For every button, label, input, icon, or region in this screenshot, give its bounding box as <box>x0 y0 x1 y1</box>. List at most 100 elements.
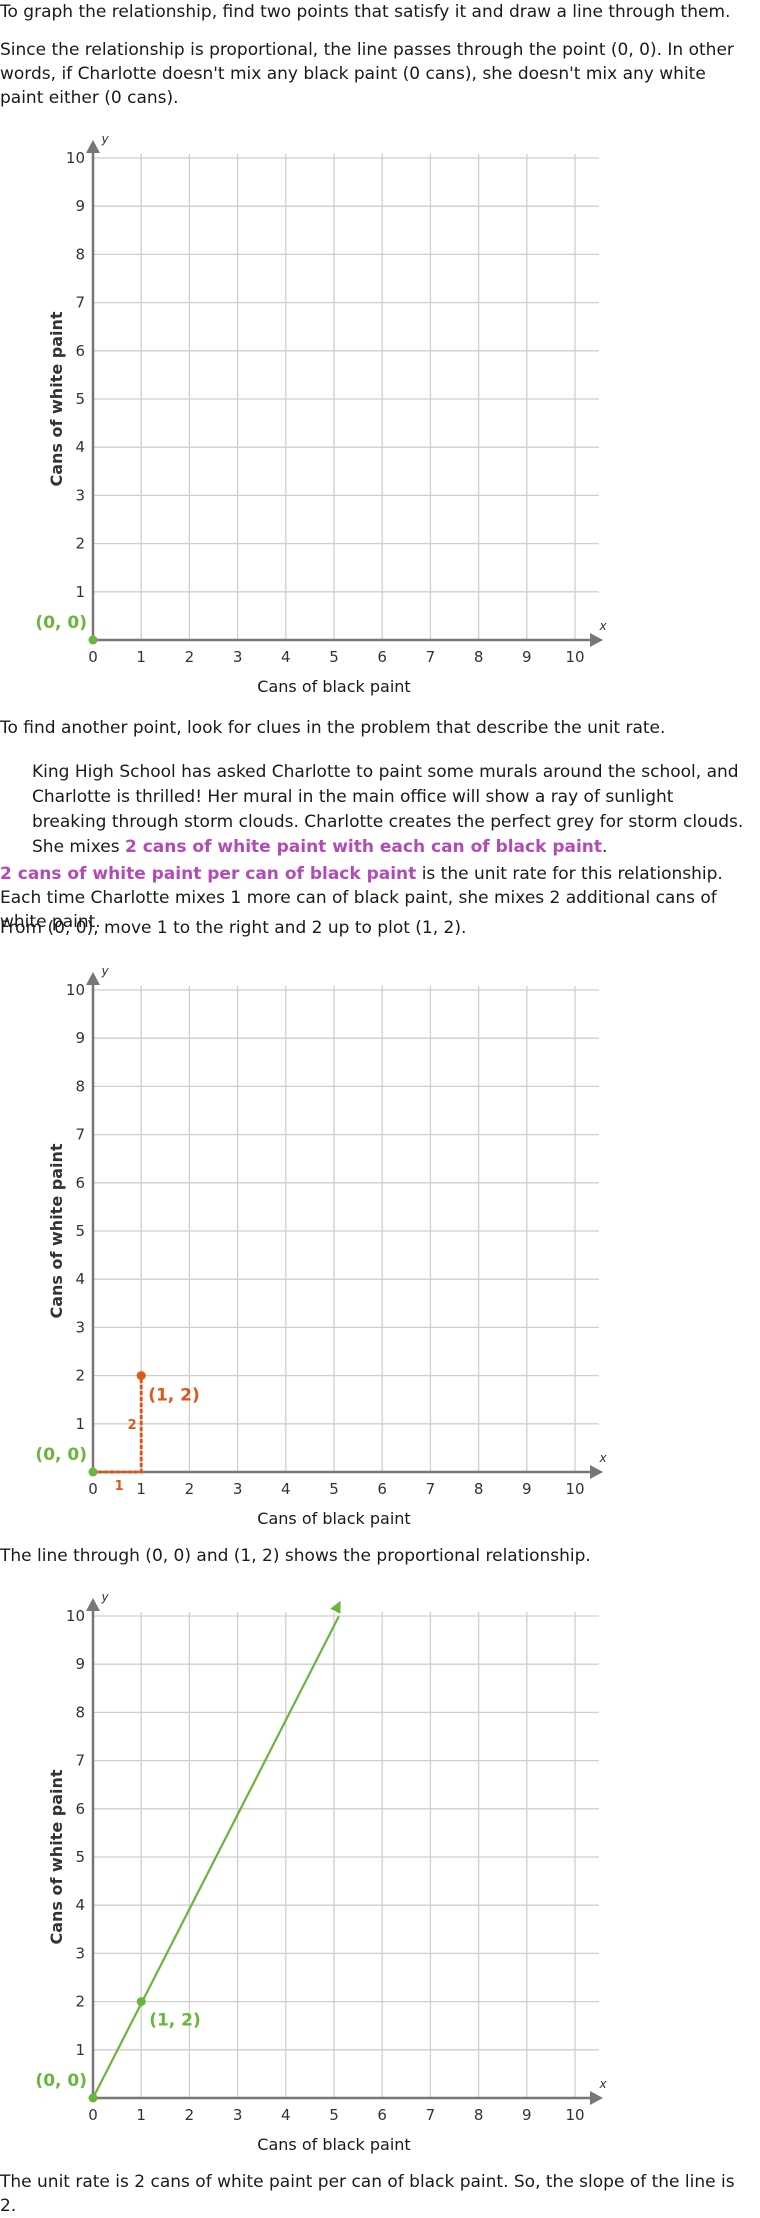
x-tick-label: 7 <box>426 648 436 666</box>
y-axis-name: y <box>100 1590 109 1604</box>
y-tick-label: 10 <box>66 149 85 167</box>
y-tick-label: 9 <box>75 1655 85 1673</box>
y-tick-label: 9 <box>75 197 85 215</box>
y-tick-label: 6 <box>75 342 85 360</box>
y-tick-label: 7 <box>75 294 85 312</box>
x-tick-label: 2 <box>185 648 195 666</box>
x-axis-arrow <box>590 633 603 647</box>
x-tick-label: 8 <box>474 2106 484 2124</box>
y-tick-label: 10 <box>66 1607 85 1625</box>
unit-rate-paragraph: 2 cans of white paint per can of black p… <box>0 862 750 934</box>
x-axis-title: Cans of black paint <box>257 1509 410 1528</box>
y-axis-title: Cans of white paint <box>47 1769 66 1944</box>
grid <box>93 986 599 1472</box>
x-axis-name: x <box>598 619 607 633</box>
quote-end: . <box>602 837 608 857</box>
y-tick-label: 6 <box>75 1174 85 1192</box>
y-tick-label: 7 <box>75 1752 85 1770</box>
y-tick-label: 10 <box>66 981 85 999</box>
x-axis-name: x <box>598 1451 607 1465</box>
x-tick-label: 9 <box>522 1480 532 1498</box>
problem-quote: King High School has asked Charlotte to … <box>32 760 747 860</box>
point-label: (0, 0) <box>35 2071 87 2091</box>
x-tick-label: 6 <box>377 1480 387 1498</box>
y-axis-arrow <box>86 972 100 985</box>
graph-origin: x y 0 1 2 3 4 5 6 7 8 9 10 1 2 3 4 5 6 7 8 9 10 Cans of black p… <box>0 126 620 726</box>
x-tick-label: 5 <box>329 648 339 666</box>
conclusion-paragraph: The unit rate is 2 cans of white paint p… <box>0 2172 735 2216</box>
axes: xy <box>86 132 607 647</box>
grid <box>93 154 599 640</box>
y-tick-label: 4 <box>75 1896 85 1914</box>
y-tick-label: 4 <box>75 438 85 456</box>
tick-labels: 0 1 2 3 4 5 6 7 8 9 10 1 2 3 4 5 6 7 8 9 10 <box>66 1607 585 2124</box>
point-label: (1, 2) <box>148 1386 200 1406</box>
x-axis-arrow <box>590 1465 603 1479</box>
y-tick-label: 1 <box>75 583 85 601</box>
y-tick-label: 7 <box>75 1126 85 1144</box>
graph-unit-rate: x y 0 1 2 3 4 5 6 7 8 9 10 1 2 3 4 5 6 7 8 9 10 Cans of black p… <box>0 958 620 1558</box>
unit-rate-highlight: 2 cans of white paint per can of black p… <box>0 864 417 884</box>
point-label: (0, 0) <box>35 613 87 633</box>
x-tick-label: 1 <box>136 2106 146 2124</box>
y-tick-label: 4 <box>75 1270 85 1288</box>
x-tick-label: 2 <box>185 1480 195 1498</box>
x-tick-label: 6 <box>377 2106 387 2124</box>
y-tick-label: 3 <box>75 1318 85 1336</box>
x-tick-label: 9 <box>522 648 532 666</box>
axes: xy <box>86 964 607 1479</box>
x-tick-label: 10 <box>565 648 584 666</box>
x-tick-label: 6 <box>377 648 387 666</box>
y-tick-label: 3 <box>75 1944 85 1962</box>
y-tick-label: 3 <box>75 486 85 504</box>
y-tick-label: 5 <box>75 1848 85 1866</box>
y-tick-label: 9 <box>75 1029 85 1047</box>
tick-labels: 0 1 2 3 4 5 6 7 8 9 10 1 2 3 4 5 6 7 8 9 10 <box>66 149 585 666</box>
y-tick-label: 1 <box>75 1415 85 1433</box>
proportional-line-group <box>93 1615 340 2098</box>
y-axis-name: y <box>100 132 109 146</box>
plot-instruction-paragraph: From (0, 0), move 1 to the right and 2 u… <box>0 918 467 938</box>
x-tick-label: 0 <box>88 648 98 666</box>
data-point <box>136 1371 146 1381</box>
y-tick-label: 1 <box>75 2041 85 2059</box>
axes: xy <box>86 1590 607 2105</box>
line-paragraph: The line through (0, 0) and (1, 2) shows… <box>0 1546 591 1566</box>
proportional-line-arrow <box>330 1600 341 1614</box>
proportional-line <box>93 1615 340 2098</box>
grid <box>93 1612 599 2098</box>
x-tick-label: 4 <box>281 2106 291 2124</box>
data-point <box>136 1997 146 2007</box>
rise-label: 2 <box>128 1418 137 1433</box>
x-tick-label: 3 <box>233 648 243 666</box>
y-tick-label: 2 <box>75 1993 85 2011</box>
x-tick-label: 3 <box>233 2106 243 2124</box>
x-tick-label: 2 <box>185 2106 195 2124</box>
point-label: (0, 0) <box>35 1445 87 1465</box>
unit-rate-text: is the unit rate for this relationship. … <box>0 864 723 932</box>
y-tick-label: 8 <box>75 1703 85 1721</box>
y-tick-label: 8 <box>75 245 85 263</box>
point-label: (1, 2) <box>149 2011 201 2031</box>
x-tick-label: 8 <box>474 1480 484 1498</box>
x-tick-label: 7 <box>426 1480 436 1498</box>
graph-proportional-line: x y 0 1 2 3 4 5 6 7 8 9 10 1 2 3 4 5 6 7 8 9 10 Cans of black p… <box>0 1584 620 2184</box>
x-axis-title: Cans of black paint <box>257 677 410 696</box>
y-tick-label: 2 <box>75 1367 85 1385</box>
y-tick-label: 2 <box>75 535 85 553</box>
x-tick-label: 5 <box>329 1480 339 1498</box>
x-tick-label: 7 <box>426 2106 436 2124</box>
x-tick-label: 4 <box>281 1480 291 1498</box>
x-tick-label: 9 <box>522 2106 532 2124</box>
x-tick-label: 3 <box>233 1480 243 1498</box>
x-tick-label: 1 <box>136 1480 146 1498</box>
x-tick-label: 4 <box>281 648 291 666</box>
x-axis-title: Cans of black paint <box>257 2135 410 2154</box>
quote-highlight: 2 cans of white paint with each can of b… <box>124 837 603 857</box>
y-axis-arrow <box>86 1598 100 1611</box>
data-point <box>88 2093 98 2103</box>
